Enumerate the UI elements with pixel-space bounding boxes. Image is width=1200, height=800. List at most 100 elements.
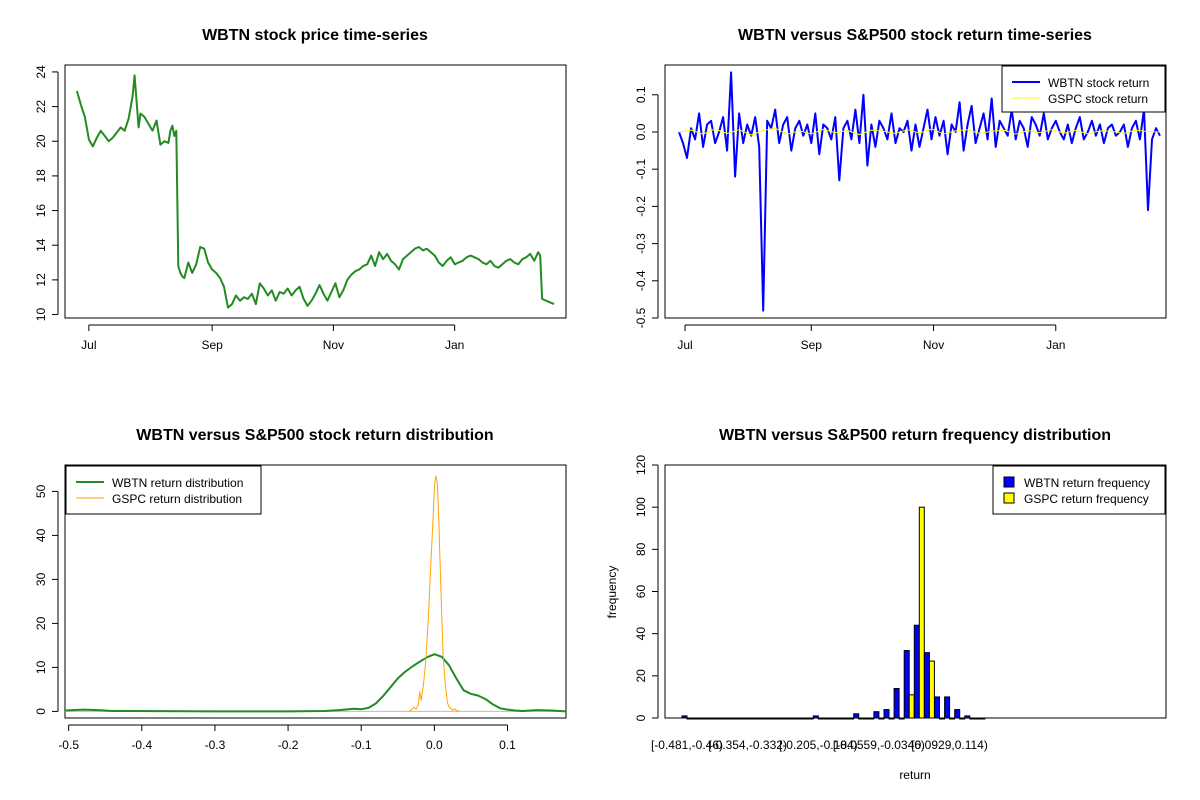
frequency-legend: WBTN return frequency GSPC return freque… — [992, 465, 1166, 515]
returns-panel: WBTN versus S&P500 stock return time-ser… — [634, 27, 1167, 352]
gspc-frequency-bar — [858, 717, 865, 720]
returns-series — [678, 71, 1161, 312]
wbtn-frequency-bar — [822, 717, 829, 720]
wbtn-frequency-bar — [691, 717, 698, 720]
wbtn-frequency-bar — [711, 717, 718, 720]
frequency-y-tick-label: 100 — [634, 497, 648, 517]
returns-y-tick-label: -0.2 — [634, 196, 648, 217]
frequency-x-axis-label: return — [899, 768, 930, 782]
frequency-y-tick-label: 80 — [634, 542, 648, 556]
gspc-frequency-bar — [686, 717, 693, 720]
gspc-frequency-bar — [797, 717, 804, 720]
frequency-x-tick-label: [-0.205,-0.184) — [779, 738, 858, 752]
price-y-tick-label: 12 — [34, 273, 48, 287]
wbtn-frequency-bar — [913, 624, 920, 719]
returns-x-tick-label: Jan — [1046, 338, 1065, 352]
gspc-frequency-bar — [959, 717, 966, 720]
price-y-tick-label: 14 — [34, 238, 48, 252]
price-x-tick-label: Jan — [445, 338, 464, 352]
density-y-tick-label: 0 — [34, 708, 48, 715]
density-plot-frame — [64, 464, 567, 719]
wbtn-frequency-bar — [853, 713, 860, 719]
price-y-tick-label: 16 — [34, 204, 48, 218]
wbtn-frequency-bar — [964, 715, 971, 719]
price-series — [75, 74, 555, 309]
gspc-frequency-bar — [949, 717, 956, 720]
wbtn-frequency-bar — [782, 717, 789, 720]
density-x-tick-label: -0.3 — [205, 738, 226, 752]
gspc-frequency-bar — [706, 717, 713, 720]
wbtn-frequency-bar — [701, 717, 708, 720]
wbtn-frequency-bar — [903, 650, 910, 719]
density-legend-gspc-label: GSPC return distribution — [112, 492, 242, 506]
gspc-frequency-bar — [767, 717, 774, 720]
returns-chart-title: WBTN versus S&P500 stock return time-ser… — [738, 27, 1092, 44]
wbtn-frequency-bar — [681, 715, 688, 719]
wbtn-frequency-bar — [802, 717, 809, 720]
returns-axes: 0.1 0.0 -0.1 -0.2 -0.3 -0.4 -0.5 Jul Sep Nov Jan — [634, 86, 1065, 352]
returns-plot-frame — [664, 64, 1167, 319]
returns-y-tick-label: 0.1 — [634, 86, 648, 103]
wbtn-return-line — [678, 71, 1161, 312]
density-legend-box — [65, 465, 262, 515]
price-axes: 10 12 14 16 18 20 22 24 Jul Sep Nov Jan — [34, 65, 464, 352]
returns-legend-gspc-label: GSPC stock return — [1048, 92, 1148, 106]
price-panel: WBTN stock price time-series 10 12 14 16 18 2… — [34, 27, 567, 352]
gspc-frequency-bar — [757, 717, 764, 720]
price-y-tick-label: 24 — [34, 65, 48, 79]
frequency-legend-gspc-label: GSPC return frequency — [1024, 492, 1149, 506]
gspc-frequency-bar — [908, 694, 915, 719]
density-x-tick-label: -0.4 — [131, 738, 152, 752]
frequency-panel: WBTN versus S&P500 return frequency dist… — [605, 427, 1167, 782]
gspc-frequency-bar — [787, 717, 794, 720]
wbtn-frequency-bar — [954, 709, 961, 719]
frequency-y-axis-label: frequency — [605, 566, 619, 619]
gspc-frequency-bar — [807, 717, 814, 720]
density-y-tick-label: 10 — [34, 660, 48, 674]
density-panel: WBTN versus S&P500 stock return distribu… — [34, 427, 567, 752]
frequency-chart-title: WBTN versus S&P500 return frequency dist… — [719, 427, 1111, 444]
wbtn-frequency-bar — [923, 652, 930, 719]
wbtn-frequency-bar — [792, 717, 799, 720]
density-x-tick-label: 0.0 — [426, 738, 443, 752]
gspc-frequency-bar — [838, 717, 844, 720]
wbtn-frequency-bar — [893, 687, 900, 719]
wbtn-frequency-bar — [752, 717, 759, 720]
price-chart-title: WBTN stock price time-series — [202, 27, 428, 44]
returns-y-tick-label: -0.1 — [634, 159, 648, 180]
density-x-tick-label: -0.1 — [351, 738, 372, 752]
gspc-frequency-bar — [918, 506, 925, 719]
density-x-tick-label: -0.2 — [278, 738, 299, 752]
gspc-frequency-bar — [969, 717, 976, 720]
gspc-frequency-bar — [827, 717, 834, 720]
gspc-frequency-bar — [716, 717, 723, 720]
wbtn-frequency-bar — [974, 717, 981, 720]
price-y-tick-label: 20 — [34, 134, 48, 148]
wbtn-frequency-bar — [843, 717, 850, 720]
density-y-tick-label: 20 — [34, 616, 48, 630]
wbtn-frequency-bar — [772, 717, 779, 720]
density-chart-title: WBTN versus S&P500 stock return distribu… — [136, 427, 493, 444]
price-y-tick-label: 18 — [34, 169, 48, 183]
gspc-frequency-bar — [848, 717, 855, 720]
density-y-tick-label: 50 — [34, 484, 48, 498]
gspc-frequency-bar — [888, 717, 895, 720]
frequency-x-tick-label: [-0.481,-0.46) — [651, 738, 723, 752]
gspc-frequency-bar — [898, 717, 905, 720]
wbtn-frequency-bar — [762, 717, 769, 720]
price-x-tick-label: Nov — [323, 338, 344, 352]
wbtn-frequency-bar — [934, 696, 940, 719]
wbtn-frequency-bar — [721, 717, 728, 720]
wbtn-frequency-bar — [812, 715, 819, 719]
density-axes: 0 10 20 30 40 50 -0.5 -0.4 -0.3 -0.2 -0.1 0.0 0.1 — [34, 484, 516, 752]
gspc-frequency-bar — [747, 717, 754, 720]
price-y-tick-label: 22 — [34, 100, 48, 114]
returns-y-tick-label: 0.0 — [634, 123, 648, 140]
frequency-legend-gspc-swatch — [1003, 492, 1015, 504]
frequency-x-tick-label: [0.0929,0.114) — [911, 738, 988, 752]
density-legend: WBTN return distribution GSPC return dis… — [65, 465, 262, 515]
price-x-tick-label: Sep — [201, 338, 223, 352]
wbtn-frequency-bar — [883, 709, 890, 719]
gspc-frequency-bar — [979, 717, 986, 720]
